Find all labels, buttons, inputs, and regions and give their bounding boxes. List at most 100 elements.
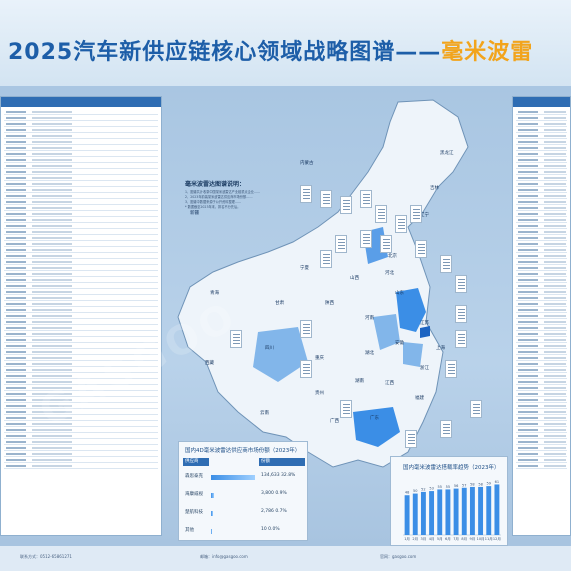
bar-11月 [486, 486, 492, 535]
trend-chart-title: 国内毫米波雷达搭载率趋势（2023年） [403, 465, 500, 471]
company-row [4, 259, 158, 265]
company-row [516, 229, 567, 235]
province-label: 甘肃 [275, 301, 284, 306]
company-list-chip [230, 330, 242, 348]
company-row [516, 349, 567, 355]
company-row [516, 325, 567, 331]
company-row [516, 415, 567, 421]
province-label: 安徽 [395, 341, 404, 346]
data-label: 61 [495, 480, 499, 484]
company-row [4, 451, 158, 457]
bar-7月 [453, 488, 459, 535]
company-row [516, 439, 567, 445]
company-row [516, 385, 567, 391]
share-bar [211, 511, 213, 516]
province-label: 湖北 [365, 351, 374, 356]
province-label: 贵州 [315, 391, 324, 396]
company-row [516, 121, 567, 127]
share-value: 3,800 0.9% [261, 491, 287, 496]
company-row [516, 355, 567, 361]
province-label: 北京 [388, 254, 397, 259]
bar-1月 [404, 495, 410, 535]
company-row [516, 127, 567, 133]
bar-4月 [429, 491, 435, 535]
company-list-chip [340, 196, 352, 214]
footer-website: 官网：gasgoo.com [380, 554, 417, 559]
company-list-chip [360, 230, 372, 248]
company-row [516, 433, 567, 439]
company-list-chip [380, 235, 392, 253]
x-tick-label: 11月 [485, 536, 493, 541]
note-line: 3、图谱中数据来源于公开资料整理…… [185, 200, 242, 204]
note-line: 1、图谱共计收录中国毫米波雷达产业链重点企业…… [185, 190, 261, 194]
company-row [516, 187, 567, 193]
trend-chart-svg: 1月 48 2月 50 3月 52 4月 53 5月 55 6月 55 7月 56 8月 57 9月 58 10月 5… [403, 480, 501, 541]
share-bar-track [211, 511, 255, 516]
company-row [516, 445, 567, 451]
company-row [4, 289, 158, 295]
company-row [4, 163, 158, 169]
bar-10月 [478, 486, 484, 535]
note-line: 2、2023年前装毫米波雷达供应商市场份额…… [185, 195, 253, 199]
data-label: 52 [421, 487, 425, 491]
company-list-chip [395, 215, 407, 233]
data-label: 50 [413, 489, 417, 493]
company-row [516, 283, 567, 289]
company-row [4, 157, 158, 163]
bar-8月 [461, 487, 467, 535]
company-list-chip [320, 250, 332, 268]
company-row [516, 115, 567, 121]
company-row [516, 217, 567, 223]
province-label: 黑龙江 [440, 151, 454, 156]
province-shanghai [420, 326, 430, 338]
company-row [516, 427, 567, 433]
province-label: 广西 [330, 419, 339, 424]
share-bar-track [211, 529, 255, 534]
company-row [4, 211, 158, 217]
bar-12月 [494, 484, 500, 535]
company-row [516, 409, 567, 415]
company-row [516, 241, 567, 247]
data-label: 56 [454, 484, 458, 488]
note-line: * 数据截至2023年末，排名不分先后。 [185, 205, 241, 209]
company-row [516, 373, 567, 379]
x-tick-label: 2月 [412, 536, 418, 541]
x-tick-label: 12月 [493, 536, 501, 541]
company-row [516, 253, 567, 259]
company-row [516, 331, 567, 337]
company-row [4, 421, 158, 427]
left-panel-header [1, 97, 161, 107]
company-row [4, 385, 158, 391]
company-row [516, 133, 567, 139]
company-row [516, 463, 567, 469]
bar-2月 [412, 493, 418, 535]
company-row [516, 457, 567, 463]
right-panel-header [513, 97, 570, 107]
company-row [516, 397, 567, 403]
table-row: 森思泰克 134,633 32.8% [179, 470, 309, 488]
x-tick-label: 6月 [445, 536, 451, 541]
company-list-chip [340, 400, 352, 418]
company-row [516, 301, 567, 307]
company-row [516, 391, 567, 397]
company-row [516, 169, 567, 175]
data-label: 55 [438, 485, 442, 489]
province-sichuan [253, 327, 308, 382]
province-label: 陕西 [325, 301, 334, 306]
data-label: 53 [429, 487, 433, 491]
share-bar [211, 529, 212, 534]
data-label: 58 [470, 482, 474, 486]
x-tick-label: 3月 [421, 536, 427, 541]
supplier-share-title: 国内4D毫米波雷达供应商市场份额（2023年） [185, 448, 301, 454]
company-row [4, 427, 158, 433]
company-list-chip [320, 190, 332, 208]
company-row [4, 337, 158, 343]
province-label: 宁夏 [300, 266, 309, 271]
left-company-panel [0, 96, 162, 536]
company-list-chip [440, 420, 452, 438]
company-row [4, 433, 158, 439]
province-label: 青海 [210, 291, 219, 296]
company-row [4, 241, 158, 247]
company-row [4, 343, 158, 349]
province-label: 山东 [395, 291, 404, 296]
